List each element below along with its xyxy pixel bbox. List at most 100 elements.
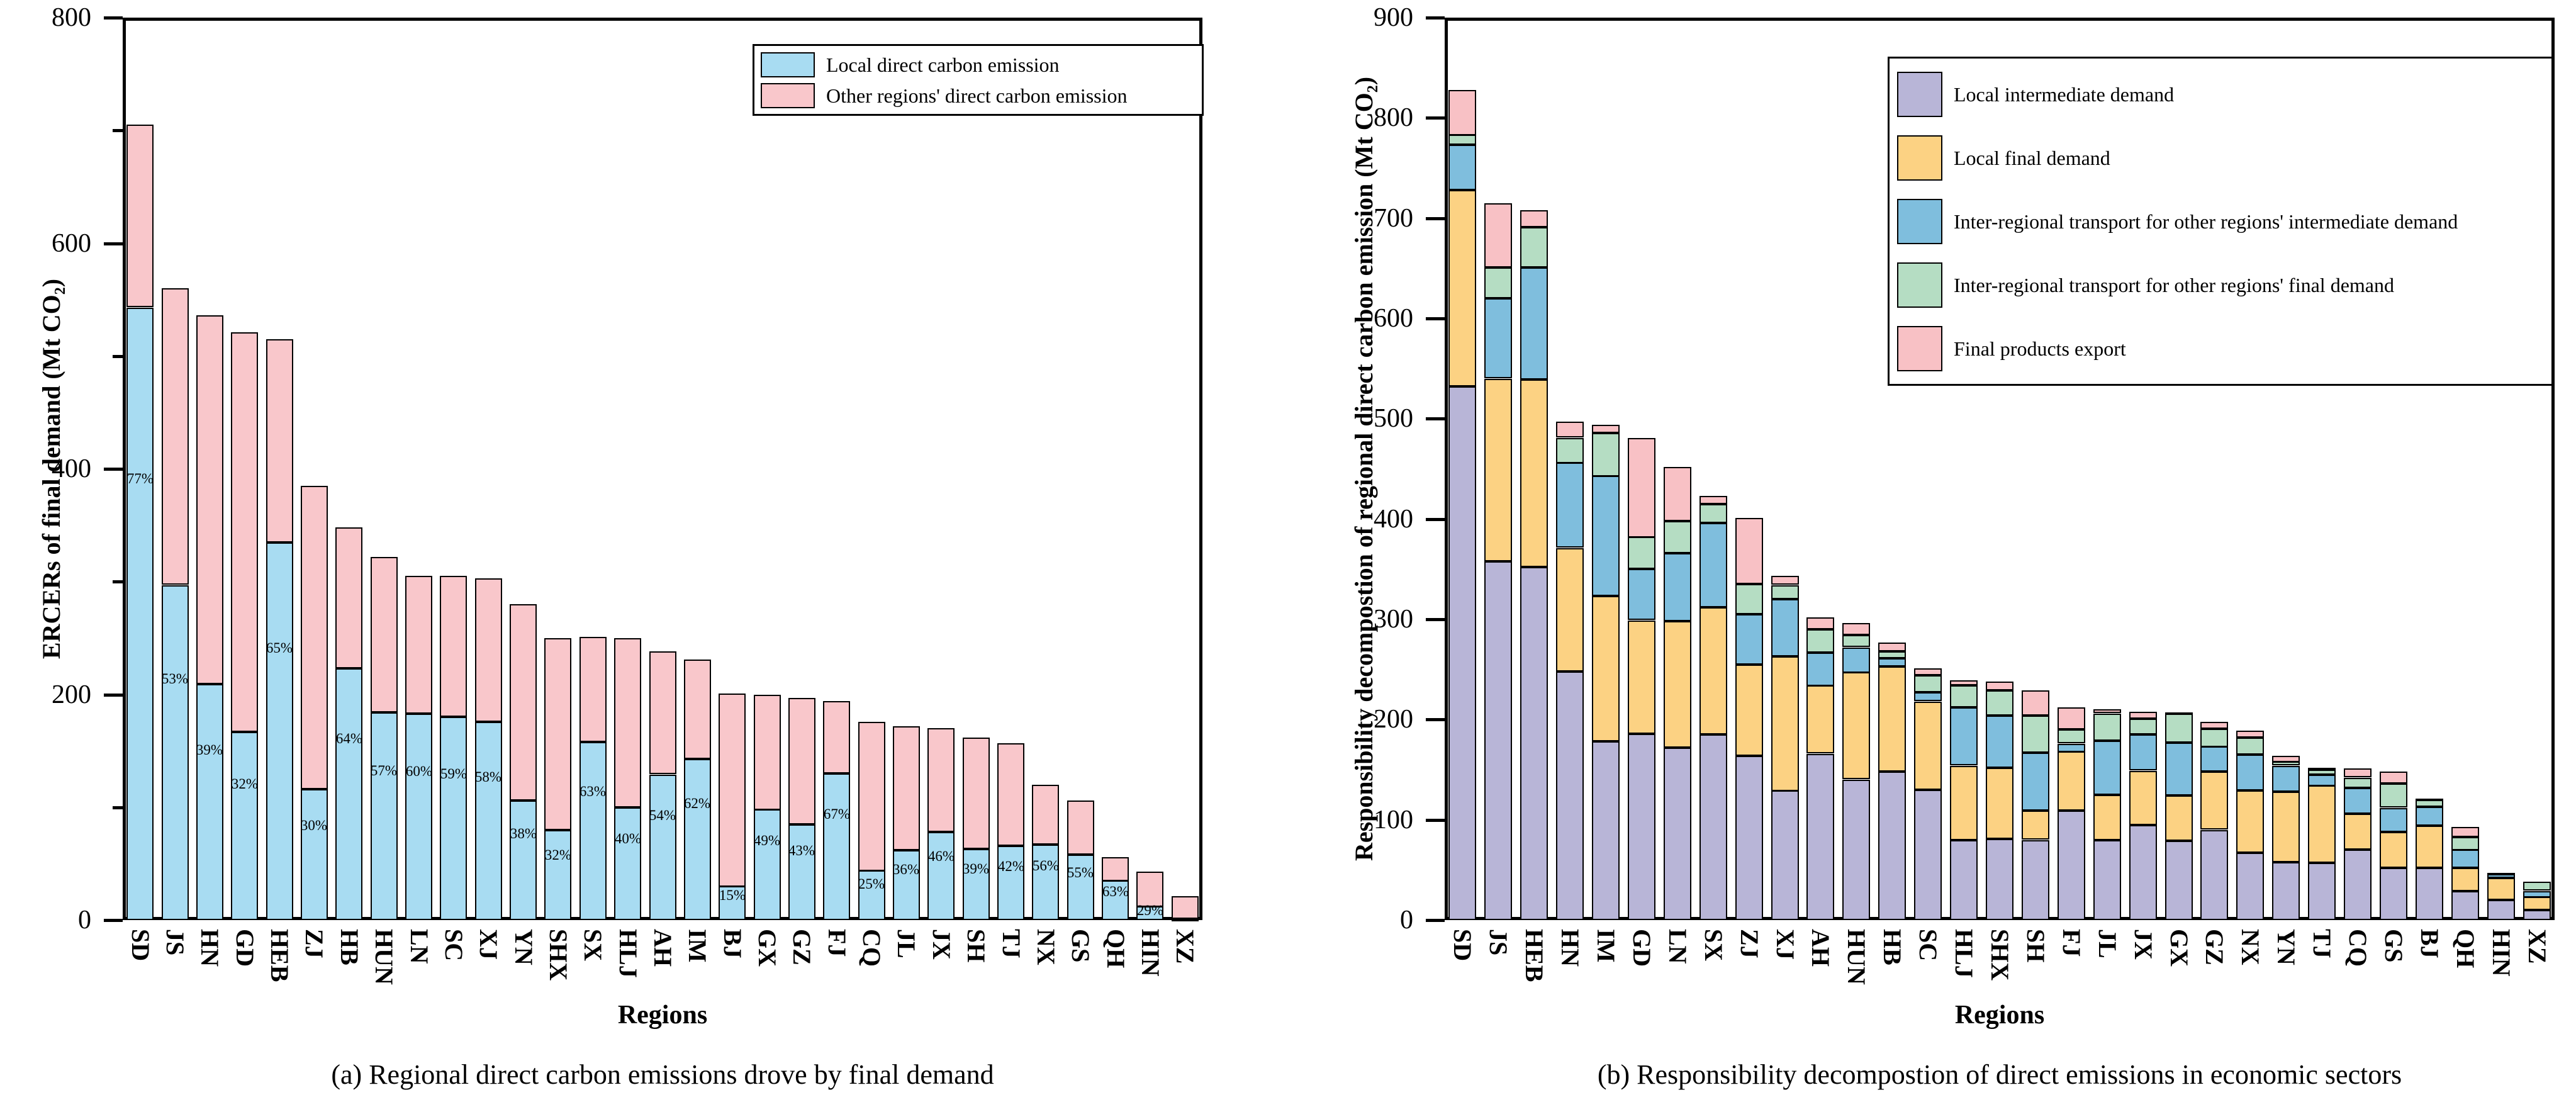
y-tick-label: 400 [1374,505,1413,534]
y-tick-label: 200 [1374,705,1413,734]
bar-segment-s4-TJ [2308,768,2336,770]
bar-segment-s0-GX [754,809,781,920]
y-minor-tick [113,580,123,583]
bar-segment-s0-HN [196,684,223,920]
bar-segment-s1-HEB [1520,379,1548,567]
bar-segment-s0-JS [1484,561,1512,920]
bar-segment-s0-XJ [475,722,502,920]
bar-segment-s0-HIN [1136,906,1163,920]
bar-segment-s0-SX [1700,734,1727,920]
y-tick-label: 100 [1374,806,1413,834]
bar-segment-s1-HLJ [1950,766,1978,840]
bar-segment-s0-YN [2272,862,2300,920]
bar-segment-s2-GX [2165,743,2193,795]
bar-segment-s1-GD [1628,621,1655,734]
bar-segment-s4-HLJ [1950,680,1978,685]
bar-segment-s0-HIN [2487,900,2515,920]
bar-percent-label: 59% [440,766,468,782]
bar-segment-s2-FJ [2058,744,2085,752]
bar-percent-label: 54% [649,807,676,823]
y-major-tick [1426,116,1445,120]
bar-segment-s1-YN [2272,792,2300,862]
bar-segment-s0-GD [1628,734,1655,920]
bar-percent-label: 63% [579,784,607,799]
bar-segment-s4-BJ [2416,799,2443,801]
bar-segment-s0-JX [927,832,955,920]
bar-segment-s1-LN [1664,621,1691,748]
bar-segment-s0-SHX [1986,839,2013,920]
bar-segment-s0-FJ [823,773,850,920]
y-tick-label: 200 [52,680,91,709]
bar-segment-s1-NX [1032,785,1059,845]
bar-segment-s3-GZ [2200,729,2228,747]
bar-percent-label: 63% [1102,884,1129,899]
bar-segment-s3-HUN [1842,635,1870,647]
bar-segment-s1-QH [1102,857,1129,881]
y-major-tick [1426,919,1445,922]
bar-percent-label: 43% [788,843,815,858]
bar-segment-s2-GZ [2200,746,2228,772]
bar-segment-s1-AH [1806,685,1834,753]
bar-percent-label: 53% [161,671,189,687]
y-major-tick [104,694,123,697]
bar-segment-s3-LN [1664,521,1691,553]
bar-segment-s0-BJ [719,886,746,920]
y-major-tick [104,468,123,471]
legend-item: Inter-regional transport for other regio… [1897,189,2544,253]
bar-segment-s3-SD [1448,135,1476,145]
bar-percent-label: 32% [544,847,572,863]
bar-segment-s4-QH [2451,827,2479,837]
bar-segment-s1-BJ [2416,826,2443,868]
bar-segment-s1-ZJ [1735,665,1763,756]
legend-swatch [761,82,815,108]
legend-label: Local intermediate demand [1954,82,2175,106]
legend-item: Other regions' direct carbon emission [761,80,1196,111]
bar-segment-s2-SD [1448,145,1476,190]
bar-segment-s3-TJ [2308,770,2336,775]
bar-segment-s1-SD [126,125,154,307]
bar-segment-s0-IM [1592,741,1620,920]
bar-segment-s0-SH [963,849,990,920]
bar-segment-s1-XJ [1771,656,1799,791]
bar-segment-s1-GD [231,332,258,732]
bar-segment-s3-IM [1592,433,1620,476]
x-axis-title-a: Regions [617,1001,708,1030]
bar-segment-s3-FJ [2058,729,2085,743]
bar-segment-s2-AH [1806,653,1834,686]
bar-segment-s1-QH [2451,868,2479,891]
legend-swatch [1897,325,1942,371]
bar-segment-s0-HN [1556,672,1584,920]
bar-percent-label: 29% [1136,902,1164,918]
bar-segment-s1-JL [2093,795,2121,840]
bar-segment-s2-HLJ [1950,707,1978,765]
y-tick-label: 800 [52,3,91,32]
bar-segment-s4-IM [1592,425,1620,433]
bar-segment-s0-HUN [1842,780,1870,920]
x-axis-title-b: Regions [1954,1001,2045,1030]
bar-segment-s4-GZ [2200,722,2228,729]
bar-segment-s1-XZ [2523,897,2551,910]
bar-segment-s0-YN [510,801,537,920]
bar-segment-s2-HN [1556,463,1584,548]
y-major-tick [1426,618,1445,621]
bar-segment-s4-GD [1628,438,1655,537]
legend-swatch [1897,71,1942,117]
bar-segment-s1-HUN [1842,672,1870,779]
bar-segment-s1-HIN [1136,872,1163,907]
bar-segment-s4-JS [1484,203,1512,267]
bar-segment-s3-XJ [1771,585,1799,599]
bar-segment-s0-TJ [997,846,1024,920]
bar-segment-s4-AH [1806,617,1834,629]
y-tick-label: 900 [1374,3,1413,32]
bar-segment-s0-QH [2451,891,2479,920]
bar-segment-s4-LN [1664,467,1691,521]
bar-segment-s0-AH [1806,754,1834,920]
bar-segment-s0-FJ [2058,811,2085,920]
bar-segment-s4-SC [1914,668,1942,675]
bar-segment-s0-XZ [1172,919,1199,921]
legend-item: Local intermediate demand [1897,62,2544,126]
legend-label: Local direct carbon emission [826,53,1060,76]
y-tick-label: 0 [78,906,91,935]
bar-segment-s1-XJ [475,578,502,722]
